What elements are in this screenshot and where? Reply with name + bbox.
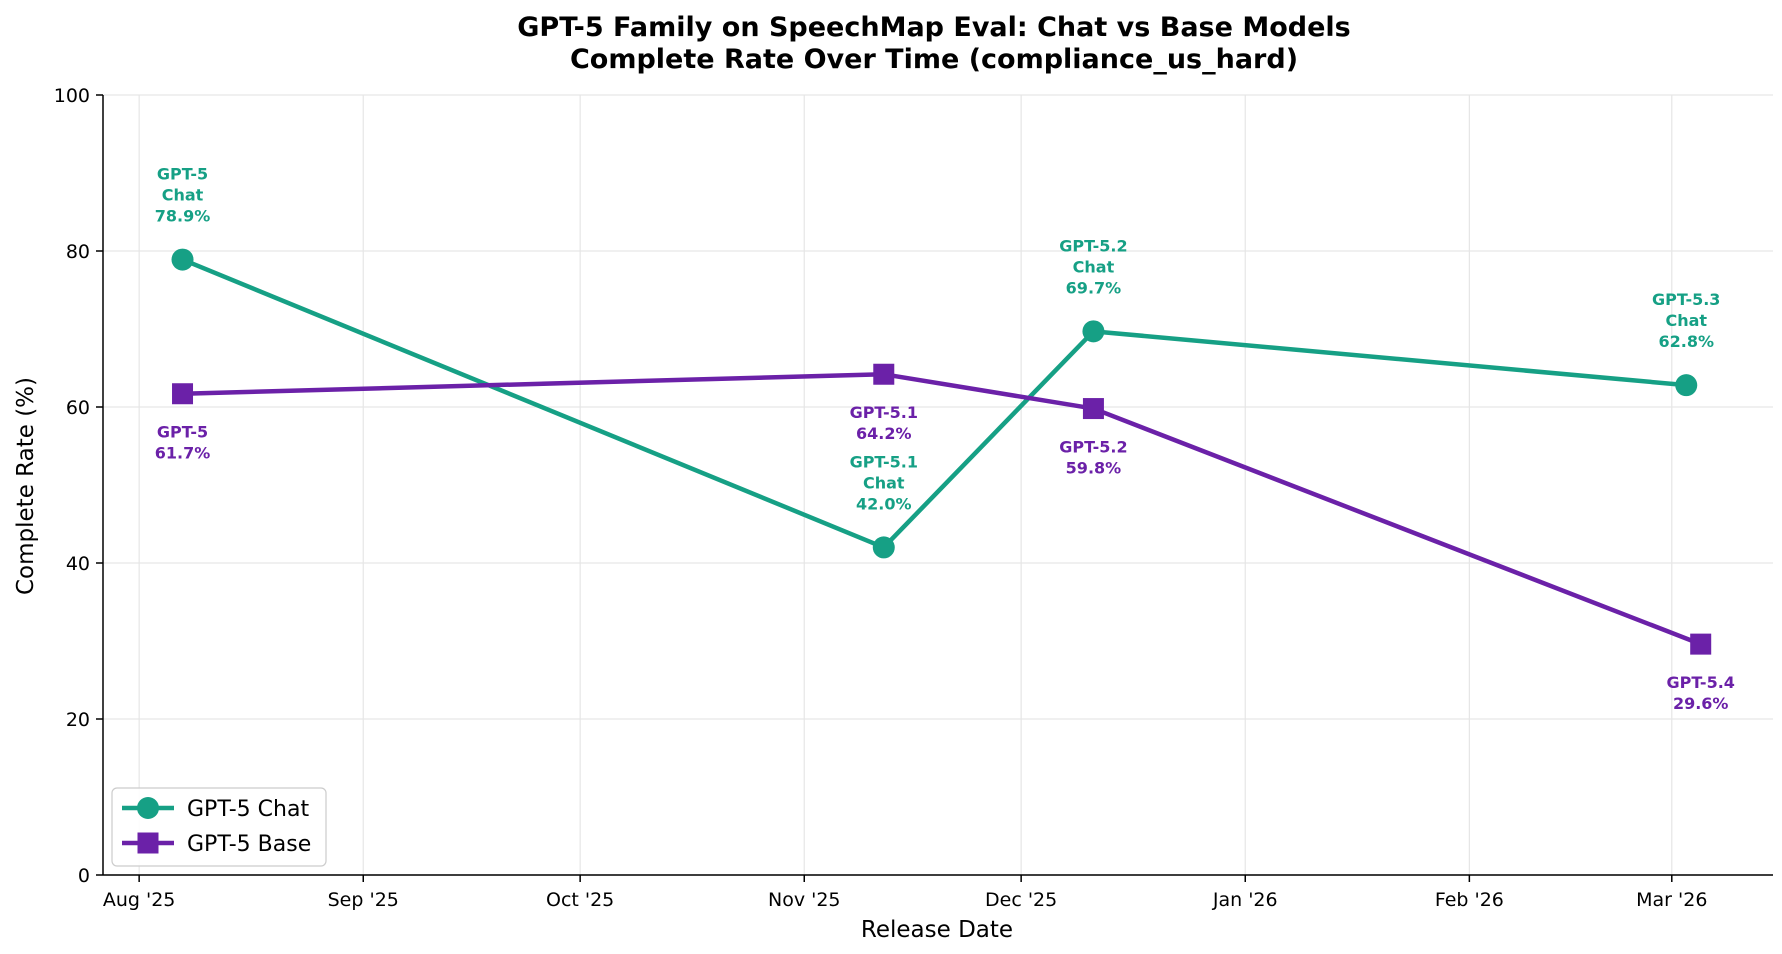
data-label: 42.0%	[856, 494, 912, 513]
y-tick-label: 80	[66, 241, 90, 263]
x-tick-label: Dec '25	[985, 889, 1057, 911]
legend-label: GPT-5 Chat	[187, 797, 309, 822]
data-point-marker	[873, 363, 895, 385]
data-label: Chat	[1665, 311, 1707, 330]
y-axis-label: Complete Rate (%)	[13, 377, 39, 595]
data-point-marker	[1675, 374, 1698, 397]
x-axis-label: Release Date	[861, 917, 1013, 943]
legend: GPT-5 Chat GPT-5 Base	[111, 787, 327, 867]
data-label: GPT-5.2	[1059, 236, 1127, 255]
y-tick-label: 20	[66, 709, 90, 731]
data-point-marker	[1082, 320, 1105, 343]
data-label: 29.6%	[1673, 694, 1729, 713]
legend-marker-square	[137, 832, 159, 854]
data-label: GPT-5	[157, 165, 208, 184]
legend-marker-circle	[137, 797, 159, 819]
data-point-marker	[1082, 398, 1104, 420]
data-label: 64.2%	[856, 424, 912, 443]
data-label: GPT-5.1	[850, 452, 918, 471]
series-line-0	[180, 257, 1689, 550]
data-label: Chat	[863, 473, 905, 492]
data-label: Chat	[162, 186, 204, 205]
data-label: 78.9%	[155, 207, 211, 226]
data-point-marker	[172, 383, 194, 405]
data-label: 59.8%	[1066, 459, 1122, 478]
data-label: GPT-5.4	[1667, 673, 1735, 692]
data-point-marker	[171, 248, 194, 271]
series-layer	[171, 248, 1712, 655]
chart-title-group: GPT-5 Family on SpeechMap Eval: Chat vs …	[517, 12, 1350, 75]
data-label: GPT-5.3	[1652, 290, 1720, 309]
x-tick-label: Mar '26	[1636, 889, 1707, 911]
data-label: GPT-5.1	[850, 403, 918, 422]
x-tick-label: Feb '26	[1435, 889, 1504, 911]
data-label: 61.7%	[155, 444, 211, 463]
data-label: GPT-5	[157, 423, 208, 442]
x-tick-label: Aug '25	[103, 889, 176, 911]
data-point-marker	[1690, 633, 1712, 655]
series-line-1	[180, 371, 1703, 647]
data-label: GPT-5.2	[1059, 438, 1127, 457]
data-point-marker	[872, 536, 895, 559]
y-tick-label: 60	[66, 397, 90, 419]
y-tick-label: 100	[54, 85, 90, 107]
x-tick-label: Nov '25	[768, 889, 841, 911]
grid	[103, 94, 1773, 876]
x-tick-label: Jan '26	[1212, 889, 1278, 911]
data-label: 69.7%	[1066, 278, 1122, 297]
chart-subtitle: Complete Rate Over Time (compliance_us_h…	[570, 44, 1298, 75]
x-tick-label: Oct '25	[546, 889, 614, 911]
data-labels-layer: GPT-5 Chat 78.9% GPT-5.1 Chat 42.0% GPT-5.2 Cha…	[155, 165, 1735, 714]
data-label: Chat	[1073, 257, 1115, 276]
y-tick-label: 0	[78, 865, 90, 887]
axes: 0 20 40 60 80 100 Aug '25 Sep '25 Oct '25 Nov '25…	[54, 85, 1773, 911]
chart-title: GPT-5 Family on SpeechMap Eval: Chat vs …	[517, 12, 1350, 43]
y-tick-label: 40	[66, 553, 90, 575]
legend-label: GPT-5 Base	[187, 832, 311, 857]
x-tick-label: Sep '25	[328, 889, 399, 911]
data-label: 62.8%	[1658, 332, 1714, 351]
